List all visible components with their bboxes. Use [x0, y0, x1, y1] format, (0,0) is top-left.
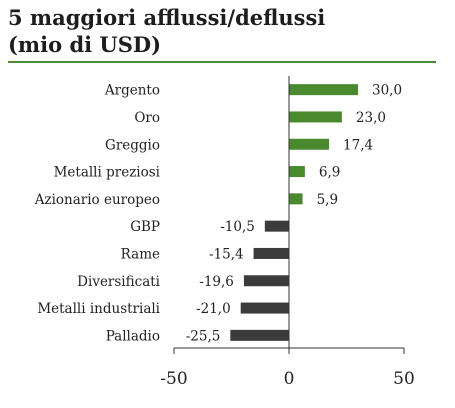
- category-label-1: Argento: [104, 83, 160, 99]
- x-tick-label-1: -50: [160, 369, 187, 389]
- category-label-2: Oro: [134, 110, 160, 126]
- category-label-10: Palladio: [106, 328, 160, 344]
- bar-7: [253, 247, 289, 259]
- bar-5: [289, 193, 303, 205]
- chart-title-line-2: (mio di USD): [8, 32, 162, 57]
- bar-2: [289, 111, 342, 123]
- bar-8: [243, 275, 289, 287]
- bar-1: [289, 84, 358, 96]
- chart-title-line-1: 5 maggiori afflussi/deflussi: [8, 5, 326, 30]
- category-label-4: Metalli preziosi: [54, 165, 161, 181]
- category-label-7: Rame: [121, 246, 160, 262]
- value-label-10: -25,5: [186, 328, 221, 344]
- bar-9: [240, 302, 289, 314]
- category-label-5: Azionario europeo: [34, 192, 160, 208]
- category-label-8: Diversificati: [77, 274, 160, 290]
- bar-6: [264, 220, 289, 232]
- bar-10: [230, 329, 289, 341]
- category-label-3: Greggio: [105, 137, 160, 153]
- value-label-4: 6,9: [319, 165, 340, 181]
- value-label-8: -19,6: [199, 274, 234, 290]
- value-label-1: 30,0: [372, 83, 402, 99]
- x-tick-label-2: 0: [284, 369, 295, 389]
- chart-title: 5 maggiori afflussi/deflussi (mio di USD…: [8, 4, 448, 58]
- value-label-5: 5,9: [317, 192, 338, 208]
- title-underline: [8, 61, 436, 63]
- value-label-3: 17,4: [343, 137, 373, 153]
- category-label-9: Metalli industriali: [37, 301, 160, 317]
- bar-3: [289, 138, 330, 150]
- value-label-2: 23,0: [356, 110, 386, 126]
- bar-4: [289, 166, 305, 178]
- value-label-7: -15,4: [209, 246, 244, 262]
- value-label-9: -21,0: [196, 301, 231, 317]
- category-label-6: GBP: [130, 219, 160, 235]
- x-tick-label-3: 50: [393, 369, 415, 389]
- value-label-6: -10,5: [220, 219, 255, 235]
